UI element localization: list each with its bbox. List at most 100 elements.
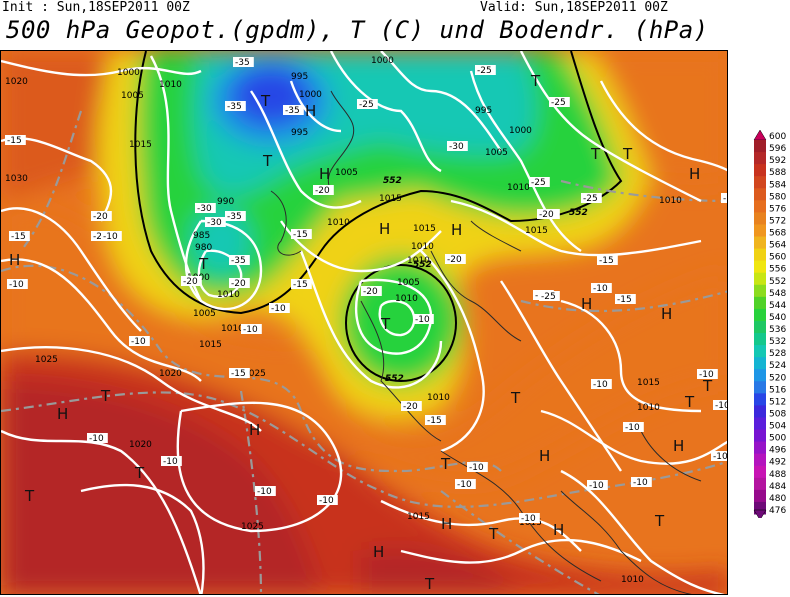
isotherm-label: -15 [597, 255, 618, 266]
colorbar-label: 520 [769, 373, 786, 383]
svg-text:-20: -20 [447, 255, 462, 265]
isotherm-label: -10 [697, 369, 718, 380]
center-label: T [198, 255, 209, 273]
center-label: T [654, 512, 665, 530]
center-label: T [262, 152, 273, 170]
colorbar-label: 584 [769, 180, 786, 190]
colorbar-swatch [754, 453, 766, 467]
svg-text:-10: -10 [521, 514, 536, 524]
colorbar-label: 552 [769, 277, 786, 287]
center-label: T [684, 393, 695, 411]
isotherm-label: -10 [161, 456, 182, 467]
svg-text:-15: -15 [231, 369, 246, 379]
colorbar-label: 532 [769, 337, 786, 347]
isobar-label: 1005 [397, 278, 420, 288]
center-label: H [441, 515, 452, 533]
pressure-centers: H T T H T H H T T T H H T H H H T T T H … [9, 72, 713, 593]
isobar-label: 1000 [117, 68, 140, 78]
isotherm-label: -10 [317, 495, 338, 506]
isotherm-label: -15 [425, 415, 446, 426]
svg-text:-10: -10 [131, 337, 146, 347]
isotherm-label: -10 [519, 513, 540, 524]
colorbar-label: 544 [769, 301, 786, 311]
isotherm-label: -10 [87, 433, 108, 444]
svg-text:-35: -35 [235, 58, 250, 68]
center-label: H [249, 421, 260, 439]
isobar-label: 995 [291, 72, 308, 82]
isotherm-label: -15 [615, 294, 636, 305]
isotherm-label: -15 [721, 193, 728, 204]
isotherm-label: -30 [447, 141, 468, 152]
isotherm-label: -15 [229, 368, 250, 379]
isotherm-label: -10 [455, 479, 476, 490]
isotherm-label: -15 [9, 231, 30, 242]
isobar-label: 1020 [129, 440, 152, 450]
colorbar-label: 488 [769, 470, 786, 480]
colorbar-label: 556 [769, 265, 786, 275]
svg-text:-10: -10 [319, 496, 334, 506]
isotherm-label: -10 [241, 324, 262, 335]
colorbar-label: 564 [769, 241, 786, 251]
svg-text:-15: -15 [617, 295, 632, 305]
isotherm-label: -25 [357, 99, 378, 110]
isobar-label: 1010 [221, 324, 244, 334]
isotherm-label: -35 [225, 211, 246, 222]
isotherm-label: -20 [91, 211, 112, 222]
isotherm-label: -25 [529, 177, 550, 188]
isobar-label: 1030 [5, 174, 28, 184]
isobar-label: 985 [193, 231, 210, 241]
center-label: T [510, 389, 521, 407]
svg-text:-25: -25 [583, 194, 598, 204]
isotherm-label: -10 [711, 451, 727, 462]
colorbar-label: 480 [769, 494, 786, 504]
colorbar-label: 536 [769, 325, 786, 335]
svg-text:-15: -15 [599, 256, 614, 266]
svg-text:-10: -10 [457, 480, 472, 490]
center-label: T [702, 377, 713, 395]
isobar-label: 1010 [659, 196, 682, 206]
center-label: T [440, 455, 451, 473]
colorbar-top-arrow [753, 129, 767, 141]
isotherm-label: -10 [591, 379, 612, 390]
colorbar-swatch [754, 176, 766, 189]
colorbar-swatch [754, 381, 766, 394]
svg-text:-10: -10 [163, 457, 178, 467]
isotherm-label: -35 [229, 255, 250, 266]
center-label: H [379, 220, 390, 238]
colorbar-label: 508 [769, 409, 786, 419]
svg-text:-20: -20 [183, 277, 198, 287]
isotherm-label: -10 [7, 279, 28, 290]
svg-text:-10: -10 [715, 401, 728, 411]
colorbar-label: 576 [769, 204, 786, 214]
center-label: H [689, 165, 700, 183]
center-label: H [373, 543, 384, 561]
isotherm-label: -10 [713, 400, 728, 411]
colorbar-label: 496 [769, 446, 786, 456]
colorbar-label: 588 [769, 168, 786, 178]
svg-text:-25: -25 [477, 66, 492, 76]
center-label: H [553, 521, 564, 539]
isotherm-label: -10 [129, 336, 150, 347]
isotherm-label: -20 [537, 209, 558, 220]
isobar-label: 1020 [159, 369, 182, 379]
svg-text:-10: -10 [103, 232, 118, 242]
colorbar-swatch [754, 140, 766, 153]
svg-text:-15: -15 [7, 136, 22, 146]
colorbar-label: 524 [769, 361, 786, 371]
colorbar-swatch [754, 308, 766, 322]
center-label: H [673, 437, 684, 455]
isotherm-label: -30 [205, 217, 226, 228]
center-label: T [100, 387, 111, 405]
svg-text:-15: -15 [723, 194, 728, 204]
isotherm-label: -10 [587, 480, 608, 491]
colorbar-label: 592 [769, 156, 786, 166]
isobar-label: 1005 [485, 148, 508, 158]
isobar-label: 1025 [243, 369, 266, 379]
center-label: T [530, 72, 541, 90]
svg-text:-10: -10 [415, 315, 430, 325]
isobar-label: 1000 [371, 56, 394, 66]
isobar-label: 980 [195, 243, 212, 253]
isobar-label: 1000 [509, 126, 532, 136]
isobar-label: 1010 [407, 256, 430, 266]
isobar-label: 1010 [217, 290, 240, 300]
